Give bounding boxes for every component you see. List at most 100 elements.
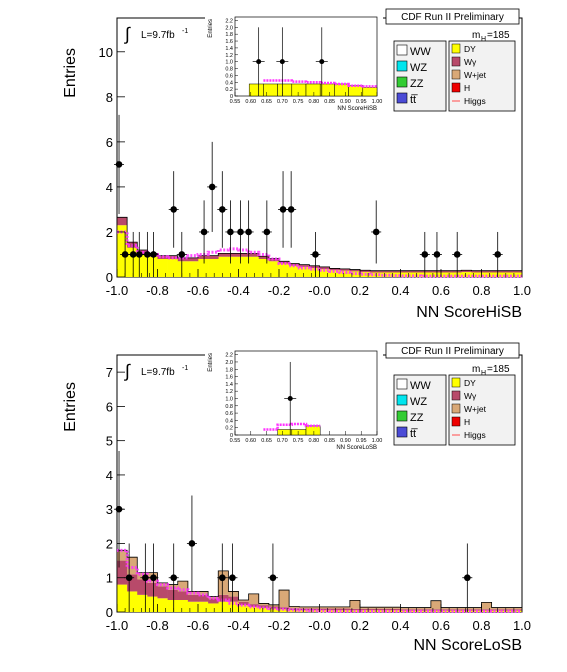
inset-x-tick-label-7: 0.90	[340, 99, 351, 105]
bkg-bar-wjet-21	[329, 606, 341, 609]
inset-y-tick-label-6: 1.2	[225, 53, 233, 59]
bkg-bar-w-6	[177, 257, 189, 262]
inset-x-axis-label: NN ScoreLoSB	[336, 445, 377, 451]
bkg-bar-dy-18	[299, 266, 310, 277]
x-tick-label-8: 0.6	[432, 618, 450, 633]
bkg-bar-w-38	[501, 270, 513, 273]
x-tick-label-0: -1.0	[106, 283, 128, 298]
data-point-0	[115, 161, 123, 168]
mass-subscript: H	[481, 36, 486, 43]
bkg-bar-w-10	[218, 253, 229, 257]
data-point-14	[263, 228, 271, 236]
inset-y-tick-label-7: 1.4	[225, 46, 233, 52]
inset-y-tick-label-11: 2.2	[225, 353, 233, 359]
inset-y-tick-label-2: 0.4	[225, 80, 233, 86]
bkg-bar-dy-0	[117, 584, 128, 612]
bkg-bar-wjet-5	[167, 584, 179, 590]
y-tick-label-5: 5	[106, 434, 113, 449]
legend-label-1: WZ	[410, 62, 427, 74]
bkg-bar-w-31	[430, 270, 442, 273]
bkg-bar-dy-16	[279, 263, 290, 277]
y-axis-label: Entries	[62, 382, 79, 432]
inset-bkg-bar-3	[277, 429, 293, 436]
bkg-bar-w-39	[511, 270, 523, 273]
legend-label-r2: W+jet	[464, 70, 487, 80]
y-tick-label-2: 2	[106, 536, 113, 551]
data-point-4	[170, 574, 177, 582]
inset-x-axis-label: NN ScoreHiSB	[337, 106, 377, 112]
data-point-16	[287, 206, 295, 213]
x-tick-label-8: 0.6	[432, 283, 450, 298]
inset-bkg-bar-9	[362, 87, 378, 97]
data-point-4	[144, 251, 151, 258]
bkg-bar-w-32	[441, 270, 452, 273]
bkg-bar-dy-10	[218, 256, 229, 277]
header-text: CDF Run II Preliminary	[401, 12, 504, 23]
legend-label-r4: Higgs	[464, 96, 486, 106]
bkg-bar-w-19	[309, 608, 320, 611]
bkg-bar-wjet-14	[258, 603, 270, 606]
y-tick-label-1: 2	[106, 225, 113, 240]
inset-data-point-0	[256, 59, 262, 65]
bkg-bar-dy-30	[420, 610, 432, 612]
bkg-bar-dy-10	[218, 601, 229, 612]
inset-frame	[234, 350, 378, 436]
x-tick-label-0: -1.0	[106, 618, 128, 633]
data-point-19	[421, 251, 429, 258]
bkg-bar-wjet-8	[198, 591, 209, 595]
legend-label-2: ZZ	[410, 78, 424, 90]
inset-y-tick-label-5: 1.0	[225, 396, 233, 402]
x-tick-label-2: -0.6	[187, 618, 209, 633]
data-point-1	[121, 251, 129, 258]
bkg-bar-dy-14	[258, 258, 270, 277]
bkg-bar-wjet-24	[360, 607, 371, 609]
inset-y-tick-label-9: 1.8	[225, 367, 233, 373]
legend-label-r4: Higgs	[464, 430, 486, 440]
bkg-bar-w-29	[410, 270, 422, 273]
bkg-bar-wjet-33	[451, 607, 462, 610]
inset-y-tick-label-4: 0.8	[225, 67, 233, 73]
bkg-bar-w-39	[511, 609, 523, 611]
bkg-bar-wjet-34	[461, 607, 472, 610]
x-tick-label-4: -0.2	[268, 283, 290, 298]
inset-y-tick-label-10: 2.0	[225, 360, 233, 366]
y-tick-label-7: 7	[106, 365, 113, 380]
bkg-bar-w-27	[390, 270, 401, 273]
inset-y-tick-label-8: 1.6	[225, 375, 233, 381]
bkg-bar-w-34	[461, 270, 472, 273]
bkg-bar-dy-3	[147, 596, 158, 612]
inset-y-tick-label-0: 0	[230, 433, 233, 439]
bkg-bar-wjet-28	[400, 607, 411, 610]
inset-bkg-bar-3	[277, 83, 293, 97]
data-point-18	[372, 228, 380, 236]
inset-x-tick-label-6: 0.85	[324, 99, 335, 105]
inset-y-tick-label-4: 0.8	[225, 404, 233, 410]
legend-swatch-1	[396, 394, 408, 406]
legend-label-3: tt̅	[410, 428, 418, 440]
x-tick-label-1: -0.8	[146, 618, 168, 633]
bkg-bar-wjet-19	[309, 606, 320, 609]
bkg-bar-dy-33	[451, 272, 462, 277]
legend-label-0: WW	[410, 46, 431, 58]
inset-x-tick-label-0: 0.55	[230, 99, 241, 105]
inset-y-axis-label: Entries	[208, 353, 214, 372]
higgs-signal-line	[117, 230, 522, 278]
bkg-bar-dy-31	[430, 272, 442, 277]
bkg-bar-wjet-16	[279, 590, 290, 608]
bkg-bar-dy-37	[491, 610, 503, 612]
bkg-bar-dy-6	[177, 261, 189, 277]
bkg-bar-dy-22	[339, 270, 351, 277]
bkg-bar-wjet-30	[420, 607, 432, 610]
inset-y-tick-label-5: 1.0	[225, 60, 233, 66]
bkg-bar-w-8	[198, 255, 209, 259]
bkg-bar-dy-29	[410, 610, 422, 612]
legend-label-3: tt̅	[410, 94, 418, 106]
x-tick-label-9: 0.8	[472, 283, 490, 298]
bkg-bar-wjet-23	[349, 600, 361, 609]
bkg-bar-dy-20	[319, 610, 330, 612]
legend-swatch-r3	[451, 416, 461, 427]
bkg-bar-dy-32	[441, 272, 452, 277]
bkg-bar-wjet-13	[248, 593, 260, 605]
bkg-bar-dy-2	[137, 254, 148, 277]
data-point-6	[219, 574, 226, 582]
